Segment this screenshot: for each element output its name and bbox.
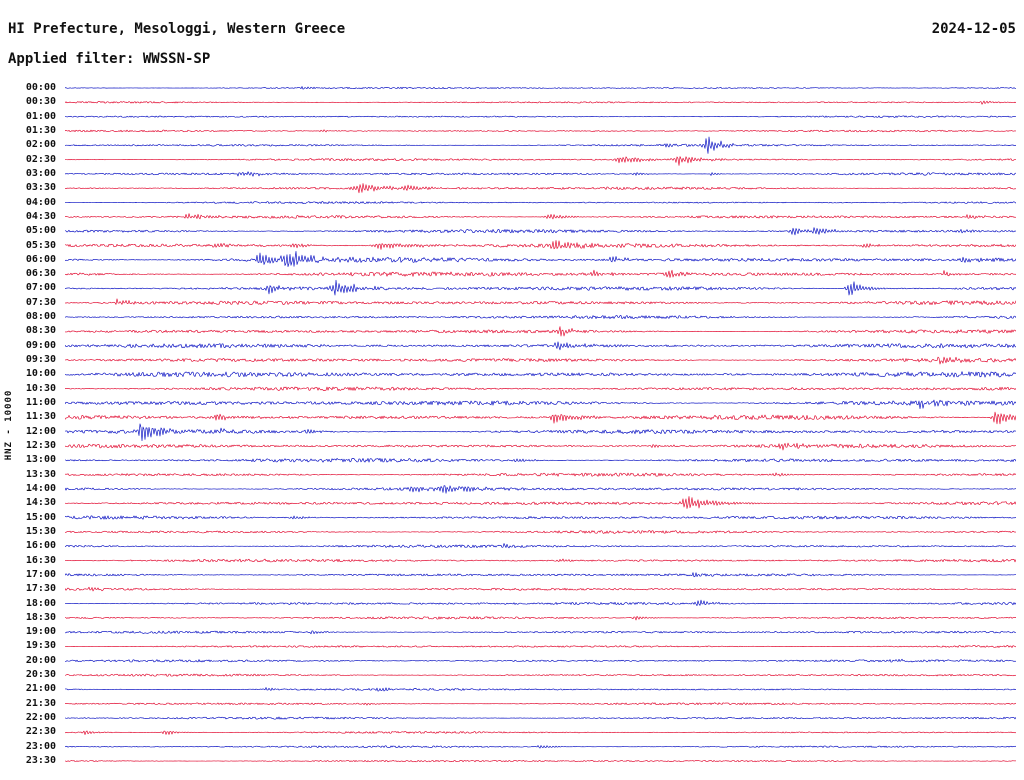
time-label: 08:30 xyxy=(25,325,56,337)
time-label: 16:30 xyxy=(25,554,56,566)
time-label: 09:00 xyxy=(25,339,56,351)
time-label: 18:30 xyxy=(25,611,56,623)
time-label: 03:30 xyxy=(25,182,56,194)
time-label: 19:30 xyxy=(25,640,56,652)
time-label: 11:00 xyxy=(25,397,56,409)
time-label: 10:30 xyxy=(25,382,56,394)
seismogram-trace-canvas xyxy=(65,81,1016,771)
time-label: 21:00 xyxy=(25,683,56,695)
time-label: 05:30 xyxy=(25,239,56,251)
filter-label: Applied filter: WWSSN-SP xyxy=(8,51,211,67)
time-label: 17:00 xyxy=(25,568,56,580)
time-label: 03:00 xyxy=(25,167,56,179)
time-label: 15:00 xyxy=(25,511,56,523)
time-label: 06:30 xyxy=(25,268,56,280)
time-label: 04:30 xyxy=(25,210,56,222)
time-label: 20:30 xyxy=(25,669,56,681)
time-label: 23:30 xyxy=(25,755,56,767)
time-axis-labels: 00:00 00:30 01:00 01:30 02:00 02:30 03:00 03:30… xyxy=(0,81,60,771)
time-label: 02:30 xyxy=(25,153,56,165)
time-label: 04:00 xyxy=(25,196,56,208)
time-label: 12:30 xyxy=(25,440,56,451)
time-label: 22:00 xyxy=(25,712,56,724)
time-label: 14:30 xyxy=(25,497,56,509)
time-label: 13:00 xyxy=(25,454,56,466)
time-label: 21:30 xyxy=(25,697,56,709)
time-label: 11:30 xyxy=(25,411,56,423)
time-label: 02:00 xyxy=(25,139,56,151)
time-label: 23:00 xyxy=(25,740,56,752)
time-label: 07:00 xyxy=(25,282,56,294)
time-label: 19:00 xyxy=(25,626,56,638)
station-title: HI Prefecture, Mesologgi, Western Greece xyxy=(8,21,346,37)
time-label: 22:30 xyxy=(25,726,56,738)
time-label: 17:30 xyxy=(25,583,56,595)
time-label: 12:00 xyxy=(25,425,56,437)
time-label: 09:30 xyxy=(25,354,56,366)
time-label: 00:30 xyxy=(25,96,56,108)
time-label: 20:00 xyxy=(25,654,56,666)
time-label: 07:30 xyxy=(25,296,56,308)
time-label: 01:30 xyxy=(25,124,56,136)
time-label: 10:00 xyxy=(25,368,56,380)
time-label: 08:00 xyxy=(25,311,56,323)
time-label: 00:00 xyxy=(25,82,56,93)
time-label: 15:30 xyxy=(25,525,56,537)
time-label: 01:00 xyxy=(25,110,56,122)
time-label: 06:00 xyxy=(25,253,56,265)
time-label: 16:00 xyxy=(25,540,56,552)
time-label: 13:30 xyxy=(25,468,56,480)
date-label: 2024-12-05 xyxy=(931,21,1016,37)
time-label: 05:00 xyxy=(25,225,56,237)
time-label: 14:00 xyxy=(25,482,56,494)
time-label: 18:00 xyxy=(25,597,56,609)
